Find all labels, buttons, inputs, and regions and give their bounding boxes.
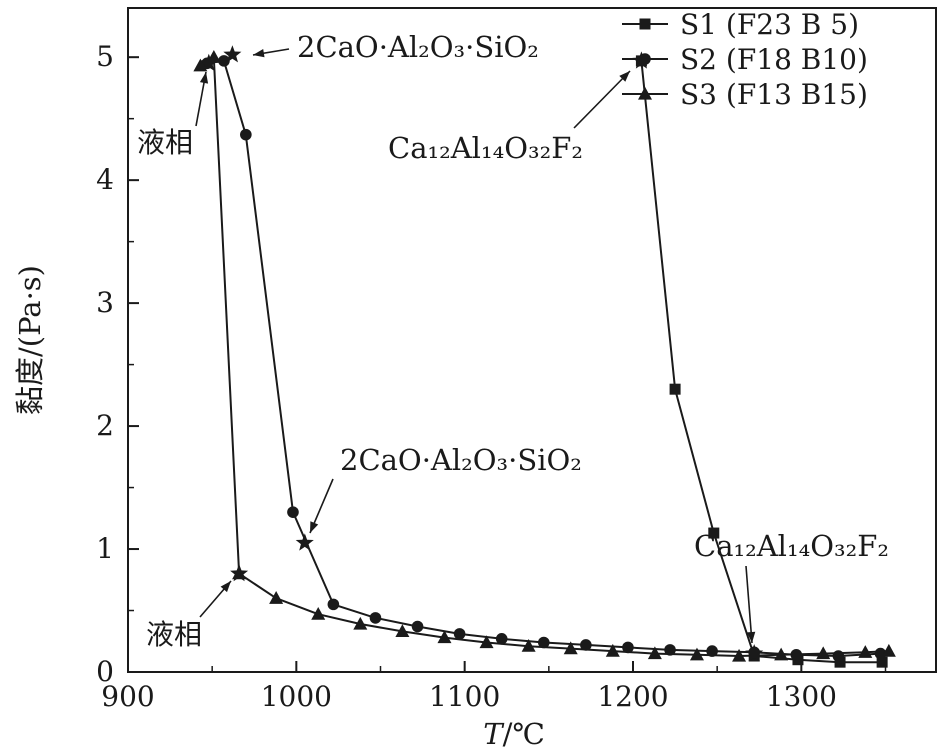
y-axis-title: 黏度/(Pa·s)	[13, 265, 47, 415]
series-line	[640, 60, 883, 664]
legend-item: S2 (F18 B10)	[622, 43, 868, 76]
square-marker	[708, 527, 720, 539]
circle-marker	[580, 639, 592, 651]
x-axis-title: T/℃	[483, 717, 545, 751]
triangle-marker	[269, 591, 284, 604]
triangle-marker	[395, 624, 410, 638]
star-marker	[230, 564, 249, 582]
x-tick-label: 1300	[766, 680, 837, 713]
star-marker	[199, 53, 218, 71]
triangle-marker	[353, 616, 368, 630]
square-marker	[876, 656, 888, 668]
legend-label: S3 (F13 B15)	[680, 78, 868, 111]
y-tick-label: 4	[96, 163, 114, 196]
circle-marker	[537, 636, 550, 649]
annotation-label: 液相	[146, 618, 202, 651]
square-marker	[669, 383, 681, 395]
circle-marker	[495, 633, 508, 645]
circle-marker	[664, 644, 676, 656]
circle-marker	[240, 128, 252, 141]
circle-marker	[218, 55, 230, 67]
star-marker	[745, 644, 764, 662]
triangle-marker	[479, 635, 494, 649]
annotation-arrow	[573, 70, 631, 129]
y-tick-label: 5	[96, 40, 114, 73]
y-tick-label: 1	[96, 532, 114, 565]
square-marker	[639, 18, 651, 30]
triangle-marker	[605, 643, 620, 657]
triangle-marker	[193, 58, 208, 72]
legend: S1 (F23 B 5)S2 (F18 B10)S3 (F13 B15)	[622, 8, 868, 111]
annotation-arrowhead	[220, 581, 231, 593]
legend-label: S1 (F23 B 5)	[680, 8, 859, 41]
axis-ticks: 900 1000 1100 1200 1300 0 1 2 3 4 5	[96, 40, 887, 713]
triangle-marker	[881, 643, 896, 657]
circle-marker	[327, 598, 340, 611]
triangle-marker	[521, 638, 536, 652]
plot-frame	[127, 7, 937, 673]
series-line	[206, 59, 881, 657]
y-tick-label: 3	[96, 286, 114, 319]
triangle-marker	[563, 641, 578, 655]
circle-marker	[622, 641, 634, 654]
circle-marker	[411, 620, 424, 633]
triangle-marker	[437, 630, 452, 644]
y-tick-label: 2	[96, 409, 114, 442]
triangle-marker	[689, 647, 704, 661]
y-tick-label: 0	[96, 655, 114, 688]
annotation-label: Ca₁₂Al₁₄O₃₂F₂	[388, 131, 583, 165]
circle-marker	[453, 628, 466, 640]
annotation-arrowhead	[199, 72, 209, 84]
square-marker	[834, 656, 846, 668]
legend-item: S3 (F13 B15)	[622, 78, 868, 111]
triangle-marker	[647, 646, 662, 660]
annotation-arrowhead	[253, 49, 265, 58]
annotation-label: Ca₁₂Al₁₄O₃₂F₂	[694, 529, 889, 563]
legend-item: S1 (F23 B 5)	[622, 8, 859, 41]
annotation-arrowhead	[619, 71, 630, 82]
circle-marker	[832, 650, 845, 662]
annotation-arrowhead	[747, 631, 756, 643]
triangle-marker	[732, 648, 747, 662]
x-tick-label: 1200	[597, 680, 668, 713]
annotation-label: 2CaO·Al₂O₃·SiO₂	[340, 443, 582, 477]
circle-marker	[287, 506, 299, 518]
legend-label: S2 (F18 B10)	[680, 43, 868, 76]
circle-marker	[369, 612, 382, 624]
star-marker	[223, 45, 242, 63]
annotation-label: 液相	[137, 126, 193, 159]
triangle-marker	[638, 86, 652, 100]
x-tick-label: 1100	[429, 680, 500, 713]
annotation-arrowhead	[310, 521, 319, 533]
annotations: 2CaO·Al₂O₃·SiO₂ 液相 Ca₁₂Al₁₄O₃₂F₂ 2CaO·Al₂O₃…	[137, 30, 889, 651]
x-tick-label: 900	[101, 680, 154, 713]
annotation-label: 2CaO·Al₂O₃·SiO₂	[297, 30, 539, 64]
circle-marker	[706, 645, 718, 657]
triangle-marker	[311, 607, 326, 620]
triangle-marker	[816, 646, 831, 660]
annotation-arrow	[745, 565, 753, 644]
x-tick-label: 1000	[261, 680, 332, 713]
triangle-marker	[858, 645, 873, 658]
star-marker	[295, 533, 314, 551]
circle-marker	[639, 53, 651, 65]
triangle-marker	[774, 647, 789, 661]
series-s1	[635, 55, 888, 668]
